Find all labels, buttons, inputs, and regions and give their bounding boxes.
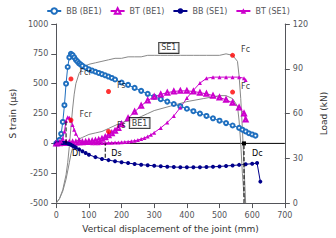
svg-text:Vertical displacement of the j: Vertical displacement of the joint (mm) xyxy=(82,224,258,234)
svg-text:Dc: Dc xyxy=(252,149,263,158)
svg-text:Di: Di xyxy=(72,149,80,158)
svg-text:Fcr: Fcr xyxy=(79,110,92,119)
svg-text:-250: -250 xyxy=(30,169,48,178)
svg-text:90: 90 xyxy=(293,64,303,73)
svg-text:100: 100 xyxy=(81,211,96,220)
svg-text:500: 500 xyxy=(33,79,48,88)
svg-text:120: 120 xyxy=(293,20,308,29)
svg-text:-500: -500 xyxy=(30,199,48,208)
svg-text:250: 250 xyxy=(33,109,48,118)
svg-text:Fcr: Fcr xyxy=(79,68,92,77)
svg-text:Fs: Fs xyxy=(117,81,126,90)
svg-text:Fs: Fs xyxy=(117,121,126,130)
svg-text:BE1: BE1 xyxy=(132,119,148,128)
svg-text:S train (μs): S train (μs) xyxy=(8,89,18,139)
svg-text:30: 30 xyxy=(293,154,303,163)
svg-text:60: 60 xyxy=(293,109,303,118)
svg-text:BB (SE1): BB (SE1) xyxy=(192,7,227,16)
svg-text:Ds: Ds xyxy=(111,149,121,158)
svg-text:500: 500 xyxy=(212,211,227,220)
svg-text:1000: 1000 xyxy=(28,20,48,29)
svg-text:300: 300 xyxy=(147,211,162,220)
svg-text:0: 0 xyxy=(43,139,48,148)
svg-text:SE1: SE1 xyxy=(161,43,176,52)
svg-text:BT (SE1): BT (SE1) xyxy=(255,7,289,16)
svg-text:600: 600 xyxy=(245,211,260,220)
svg-text:200: 200 xyxy=(114,211,129,220)
svg-text:BT (BE1): BT (BE1) xyxy=(130,7,165,16)
svg-text:BB (BE1): BB (BE1) xyxy=(66,7,101,16)
svg-text:Fc: Fc xyxy=(241,45,250,54)
svg-text:0: 0 xyxy=(54,211,59,220)
svg-text:700: 700 xyxy=(277,211,292,220)
svg-text:0: 0 xyxy=(293,199,298,208)
svg-text:750: 750 xyxy=(33,49,48,58)
svg-text:Fc: Fc xyxy=(241,82,250,91)
svg-text:400: 400 xyxy=(179,211,194,220)
svg-text:Load (kN): Load (kN) xyxy=(319,92,329,135)
